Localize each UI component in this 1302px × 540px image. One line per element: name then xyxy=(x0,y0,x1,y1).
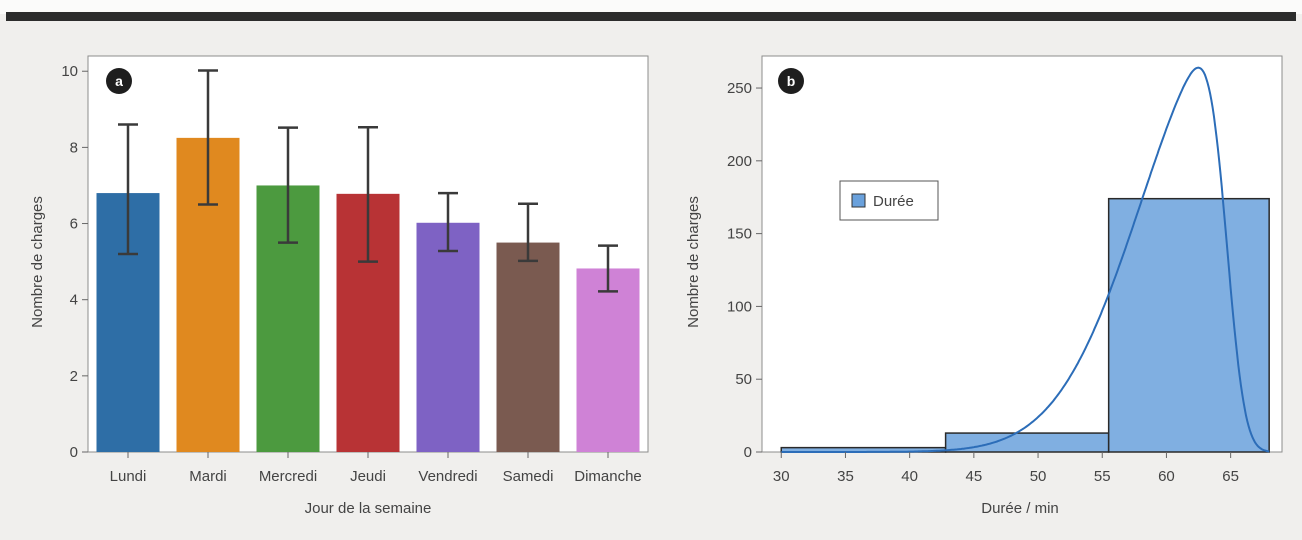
panel-a-x-tick-label: Samedi xyxy=(503,468,554,485)
panel-b-x-tick-label: 45 xyxy=(966,468,983,485)
panel-a-y-tick-label: 6 xyxy=(70,216,78,233)
panel-a-x-tick-label: Jeudi xyxy=(350,468,386,485)
panel-b-y-tick-label: 100 xyxy=(727,298,752,315)
panel-b-legend-label: Durée xyxy=(873,193,914,210)
top-rule xyxy=(6,12,1296,21)
panel-b-x-axis-label: Durée / min xyxy=(981,500,1059,517)
panel-a-x-tick-label: Mardi xyxy=(189,468,227,485)
panel-b-x-ticks: 30 35 40 45 50 55 60 65 xyxy=(773,452,1239,485)
panel-a-x-tick-label: Lundi xyxy=(110,468,147,485)
bar-dimanche xyxy=(576,268,640,452)
panel-a-y-tick-label: 0 xyxy=(70,444,78,461)
panel-b-y-tick-label: 0 xyxy=(744,444,752,461)
panel-a-badge xyxy=(106,68,132,94)
panel-a-error-bars xyxy=(118,69,618,293)
bar-vendredi xyxy=(416,222,480,452)
panel-b-legend: Durée xyxy=(839,180,939,221)
panel-b-histogram-bars xyxy=(780,197,1270,453)
panel-b-legend-swatch xyxy=(851,193,866,208)
panel-b-x-tick-label: 50 xyxy=(1030,468,1047,485)
panel-a: 0 2 4 6 8 10 Lundi Mardi Mercredi Jeudi Vendredi S… xyxy=(29,55,649,517)
panel-a-y-tick-label: 10 xyxy=(61,63,78,80)
panel-b-x-tick-label: 60 xyxy=(1158,468,1175,485)
panel-b-badge-label: b xyxy=(787,73,796,89)
panel-b-y-tick-label: 250 xyxy=(727,80,752,97)
panel-a-y-tick-label: 4 xyxy=(70,292,78,309)
panel-a-x-tick-label: Vendredi xyxy=(418,468,477,485)
panel-b-badge xyxy=(778,68,804,94)
panel-b: 0 50 100 150 200 250 30 35 40 45 50 55 60 65 b Durée… xyxy=(685,55,1283,517)
panel-a-x-tick-label: Mercredi xyxy=(259,468,317,485)
histogram-bar xyxy=(1107,197,1270,453)
panel-a-y-tick-label: 8 xyxy=(70,139,78,156)
panel-a-x-axis-label: Jour de la semaine xyxy=(305,500,432,517)
panel-a-x-tick-label: Dimanche xyxy=(574,468,642,485)
panel-b-y-tick-label: 200 xyxy=(727,153,752,170)
histogram-bar xyxy=(944,432,1110,453)
panel-b-density-curve xyxy=(781,66,1270,453)
panel-a-y-ticks: 0 2 4 6 8 10 xyxy=(61,63,88,461)
panel-b-x-tick-label: 40 xyxy=(901,468,918,485)
bar-samedi xyxy=(496,242,560,452)
panel-a-x-ticks: Lundi Mardi Mercredi Jeudi Vendredi Samedi Dim… xyxy=(110,452,642,485)
panel-b-y-axis-label: Nombre de charges xyxy=(685,196,702,328)
panel-a-y-tick-label: 2 xyxy=(70,368,78,385)
panel-b-y-ticks: 0 50 100 150 200 250 xyxy=(727,80,762,461)
panel-b-x-tick-label: 30 xyxy=(773,468,790,485)
panel-b-y-tick-label: 50 xyxy=(735,371,752,388)
panel-b-y-tick-label: 150 xyxy=(727,226,752,243)
top-band xyxy=(0,0,1302,14)
panel-a-y-axis-label: Nombre de charges xyxy=(29,196,46,328)
panel-a-badge-label: a xyxy=(115,73,123,89)
panel-b-x-tick-label: 55 xyxy=(1094,468,1111,485)
panel-b-x-tick-label: 35 xyxy=(837,468,854,485)
panel-b-x-tick-label: 65 xyxy=(1222,468,1239,485)
